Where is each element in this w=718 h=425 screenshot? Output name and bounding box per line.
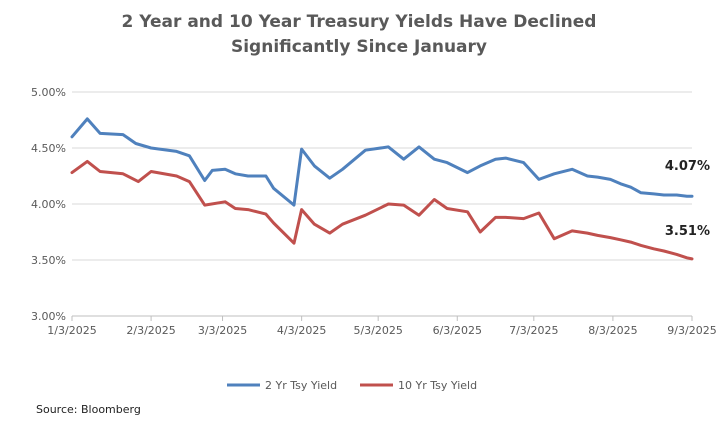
legend-label-10yr: 10 Yr Tsy Yield [398, 379, 477, 392]
x-tick-label: 2/3/2025 [126, 324, 175, 337]
x-tick-label: 5/3/2025 [353, 324, 402, 337]
series-lines [70, 117, 694, 261]
end-value-labels: 4.07% 3.51% [665, 159, 710, 239]
chart-title-line-2: Significantly Since January [231, 37, 487, 57]
x-tick-label: 4/3/2025 [277, 324, 326, 337]
legend: 2 Yr Tsy Yield 10 Yr Tsy Yield [227, 379, 477, 392]
series-line-10yr [70, 159, 694, 261]
grid-lines [72, 91, 692, 317]
x-tick-label: 8/3/2025 [588, 324, 637, 337]
x-tick-label: 6/3/2025 [433, 324, 482, 337]
x-tick-label: 3/3/2025 [198, 324, 247, 337]
y-tick-label: 5.00% [31, 86, 66, 99]
y-tick-label: 3.00% [31, 310, 66, 323]
chart-title-line-1: 2 Year and 10 Year Treasury Yields Have … [122, 12, 597, 32]
x-axis: 1/3/2025 2/3/2025 3/3/2025 4/3/2025 5/3/2025… [47, 316, 717, 337]
end-label-2yr: 4.07% [665, 159, 710, 174]
source-note: Source: Bloomberg [36, 403, 141, 416]
y-axis: 5.00% 4.50% 4.00% 3.50% 3.00% [31, 86, 66, 323]
x-tick-label: 7/3/2025 [509, 324, 558, 337]
x-tick-label: 9/3/2025 [667, 324, 716, 337]
y-tick-label: 3.50% [31, 254, 66, 267]
y-tick-label: 4.00% [31, 198, 66, 211]
x-tick-label: 1/3/2025 [47, 324, 96, 337]
legend-label-2yr: 2 Yr Tsy Yield [265, 379, 337, 392]
end-label-10yr: 3.51% [665, 224, 710, 239]
y-tick-label: 4.50% [31, 142, 66, 155]
series-line-2yr [70, 117, 694, 207]
